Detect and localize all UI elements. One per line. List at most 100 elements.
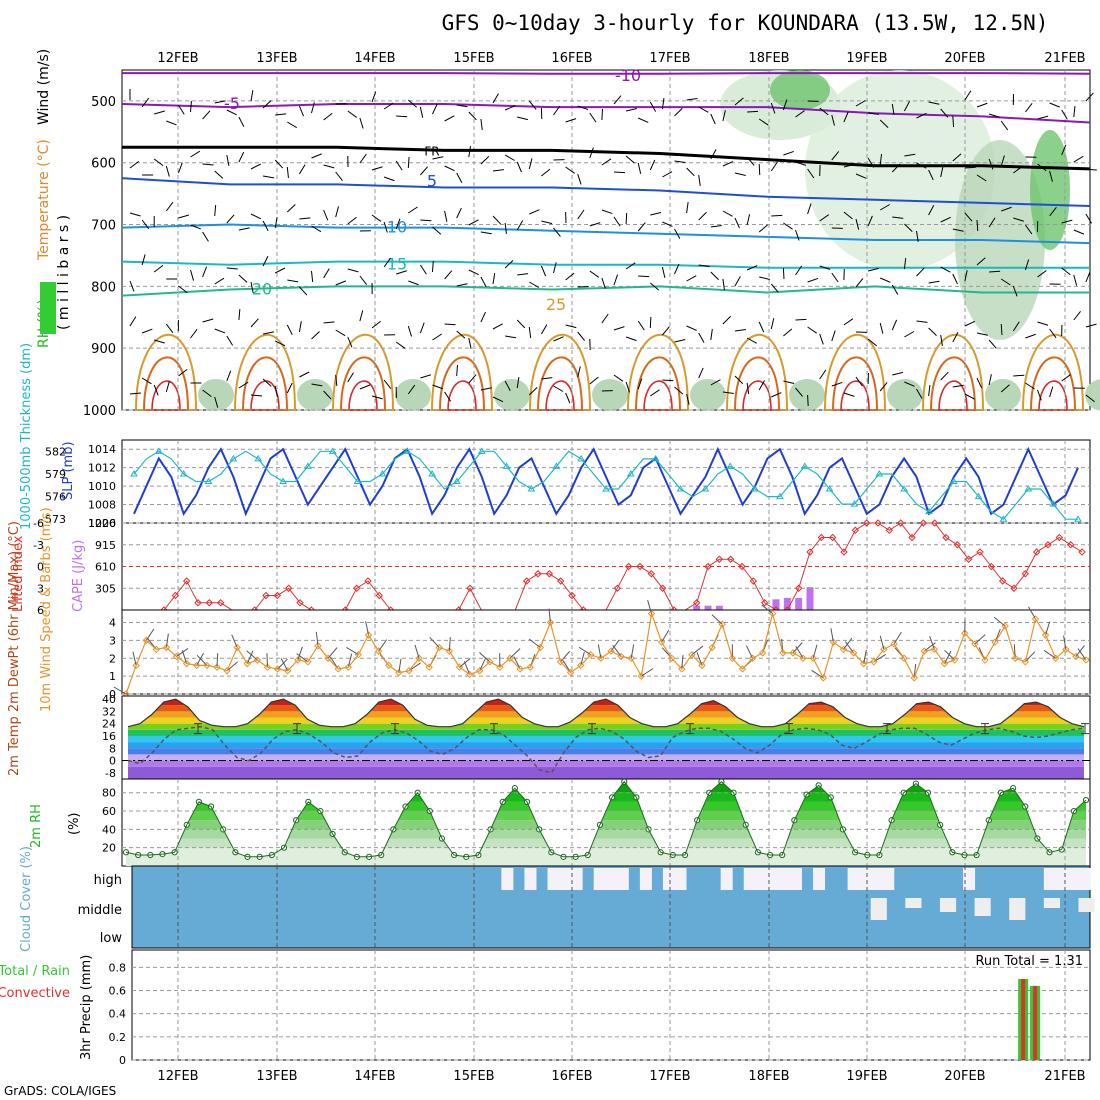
wind-barb bbox=[432, 384, 444, 390]
thickness-tick-label: 579 bbox=[45, 468, 66, 481]
cape-bar bbox=[704, 605, 712, 610]
wind-barb bbox=[758, 118, 769, 126]
wind-barb bbox=[879, 382, 888, 392]
wind-barb bbox=[686, 202, 689, 214]
wind-barb bbox=[359, 153, 367, 164]
li-point bbox=[1021, 570, 1030, 578]
wind-point bbox=[890, 640, 898, 648]
wind-point bbox=[162, 643, 171, 652]
wind-barb bbox=[1061, 144, 1067, 156]
cloud-gap-middle bbox=[1043, 898, 1060, 908]
cloud-gap-high bbox=[1078, 868, 1091, 890]
isotherm-line bbox=[122, 72, 1091, 75]
precip-convective-bar bbox=[1021, 978, 1026, 1060]
minmax-whisker bbox=[194, 723, 202, 735]
wind-barb bbox=[311, 153, 322, 159]
wind-barb bbox=[625, 336, 637, 342]
wind-barb bbox=[154, 339, 165, 344]
wind-barb bbox=[855, 376, 863, 387]
wind-barb bbox=[722, 110, 726, 122]
wind-barb bbox=[407, 99, 417, 108]
wind-barb bbox=[298, 164, 306, 175]
wind-barb bbox=[383, 102, 394, 110]
cloud-gap-high bbox=[593, 868, 606, 890]
wind-barb bbox=[940, 371, 949, 381]
wind-barb bbox=[383, 379, 392, 389]
pressure-tick-label: 900 bbox=[91, 342, 116, 357]
wind-barb bbox=[988, 217, 996, 228]
wind-barb bbox=[553, 105, 561, 116]
wind-point bbox=[385, 661, 393, 670]
minmax-whisker bbox=[490, 723, 498, 735]
wind-barb bbox=[479, 652, 491, 663]
wind-barb bbox=[928, 205, 935, 216]
wind-barb bbox=[637, 162, 642, 174]
wind-point bbox=[193, 661, 201, 670]
wind-barb bbox=[553, 262, 557, 274]
li-point bbox=[908, 533, 916, 542]
li-point bbox=[658, 584, 667, 592]
wind-point bbox=[607, 647, 615, 655]
wind-barb bbox=[928, 101, 940, 105]
cloud-gap-high bbox=[847, 868, 860, 890]
wind-barb bbox=[710, 113, 716, 125]
wind-barb bbox=[601, 209, 613, 215]
wind-barb bbox=[758, 380, 765, 391]
wind-barb bbox=[250, 394, 263, 397]
wind-point bbox=[435, 643, 443, 652]
wind-barb bbox=[165, 323, 174, 334]
wind-barb bbox=[504, 154, 515, 161]
wind-barb bbox=[263, 175, 275, 179]
li-point bbox=[998, 577, 1007, 585]
contour-label: 5 bbox=[427, 171, 437, 190]
wind-barb bbox=[613, 326, 625, 331]
wind-barb bbox=[746, 156, 755, 166]
wind-barb bbox=[795, 645, 804, 659]
wind-barb bbox=[323, 209, 329, 221]
isotherm-30-cell bbox=[929, 356, 977, 411]
isotherm-35-cell bbox=[348, 380, 378, 411]
rh-axis-title: 2m RH bbox=[29, 804, 44, 848]
wind-barb bbox=[202, 389, 212, 398]
isotherm-35-cell bbox=[643, 380, 673, 411]
wind-barb bbox=[298, 105, 304, 117]
wind-barb bbox=[420, 374, 432, 379]
wind-barb bbox=[662, 171, 673, 178]
li-point bbox=[896, 519, 905, 527]
thickness-point bbox=[304, 462, 312, 469]
wind-point bbox=[324, 654, 332, 662]
wind-point bbox=[779, 649, 787, 657]
wind-barb bbox=[444, 323, 456, 326]
wind-barb bbox=[601, 158, 612, 166]
precip-tick-label: 0 bbox=[119, 1054, 126, 1067]
isotherm-25-cell bbox=[430, 333, 494, 411]
wind-barb bbox=[359, 275, 368, 285]
wind-barb bbox=[468, 111, 477, 121]
rh-band bbox=[126, 820, 1086, 830]
cloud-gap-high bbox=[559, 868, 572, 890]
wind-barb bbox=[287, 279, 299, 283]
rh-shade-low bbox=[887, 379, 923, 411]
wind-barb bbox=[1024, 224, 1033, 235]
wind-barb bbox=[315, 631, 319, 646]
wind-barb bbox=[625, 155, 635, 164]
wind-barb bbox=[1077, 648, 1087, 661]
thickness-point bbox=[378, 469, 387, 477]
isotherm-30-cell bbox=[634, 356, 682, 411]
wind-barb bbox=[335, 280, 347, 286]
wind-barb bbox=[141, 328, 153, 334]
li-point bbox=[976, 548, 984, 556]
wind-barb bbox=[274, 159, 284, 169]
wind-barb bbox=[565, 118, 577, 123]
temp-band bbox=[128, 711, 1084, 718]
minmax-whisker bbox=[686, 723, 694, 735]
slp-tick-label: 1010 bbox=[88, 480, 116, 493]
wind-barb bbox=[238, 116, 245, 128]
wind-barb bbox=[928, 169, 934, 181]
cloud-gap-high bbox=[674, 868, 687, 890]
wind-barb bbox=[226, 109, 237, 116]
wind-barb bbox=[383, 257, 391, 268]
slp-frame bbox=[121, 439, 1091, 524]
wind-barb bbox=[625, 212, 628, 225]
wind-barb bbox=[795, 229, 800, 241]
